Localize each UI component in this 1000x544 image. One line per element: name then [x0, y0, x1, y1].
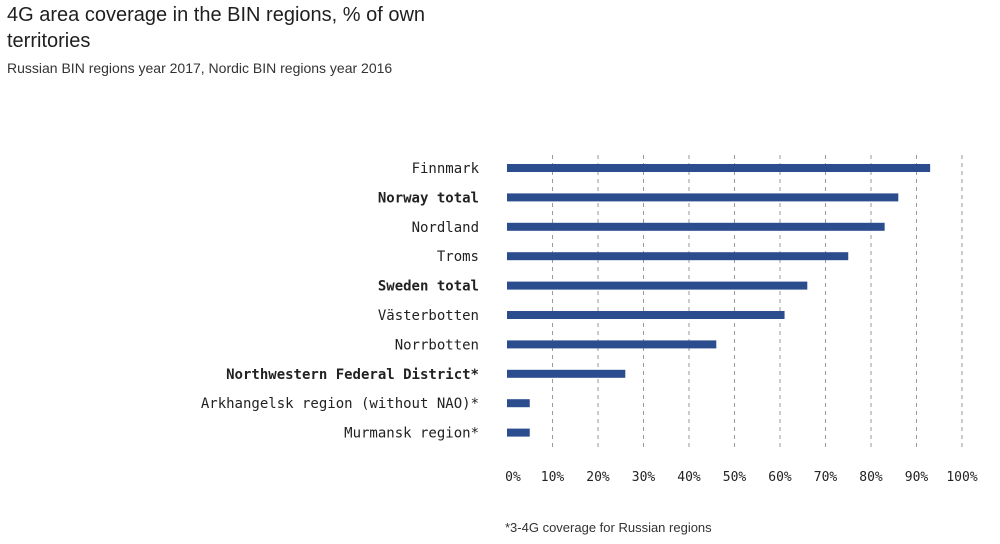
x-tick-label: 80% [859, 470, 883, 485]
category-label: Arkhangelsk region (without NAO)* [201, 396, 479, 412]
bar [507, 281, 808, 290]
bar [507, 399, 530, 408]
bars [507, 164, 931, 437]
category-label: Norway total [378, 190, 479, 206]
x-tick-label: 0% [505, 470, 521, 485]
chart-title: 4G area coverage in the BIN regions, % o… [7, 4, 426, 52]
x-tick-label: 10% [541, 470, 565, 485]
bar [507, 222, 885, 231]
x-tick-label: 30% [632, 470, 656, 485]
bar [507, 340, 717, 349]
category-label: Northwestern Federal District* [226, 367, 479, 383]
x-tick-label: 70% [814, 470, 838, 485]
x-tick-label: 90% [905, 470, 929, 485]
category-label: Finnmark [412, 161, 480, 177]
x-tick-label: 20% [586, 470, 610, 485]
bar [507, 252, 849, 261]
category-label: Sweden total [378, 279, 479, 295]
x-axis-tick-labels: 0% 10% 20% 30% 40% 50% 60% 70% 80% 90% 100% [505, 470, 978, 485]
footnote: *3-4G coverage for Russian regions [505, 520, 712, 535]
category-label: Norrbotten [395, 337, 479, 353]
category-label: Västerbotten [378, 308, 479, 324]
chart-subtitle: Russian BIN regions year 2017, Nordic BI… [7, 60, 393, 76]
category-label: Nordland [412, 220, 479, 236]
grid-lines [552, 155, 963, 448]
bar [507, 193, 899, 202]
bar [507, 311, 785, 319]
x-tick-label: 60% [768, 470, 792, 485]
bar [507, 164, 931, 172]
x-tick-label: 50% [723, 470, 747, 485]
category-label: Troms [437, 249, 479, 265]
bar [507, 428, 530, 437]
bar [507, 369, 626, 378]
category-label: Murmansk region* [344, 426, 479, 442]
x-tick-label: 40% [677, 470, 701, 485]
x-tick-label: 100% [946, 470, 977, 485]
category-labels: Finnmark Norway total Nordland Troms Sweden … [201, 161, 480, 442]
